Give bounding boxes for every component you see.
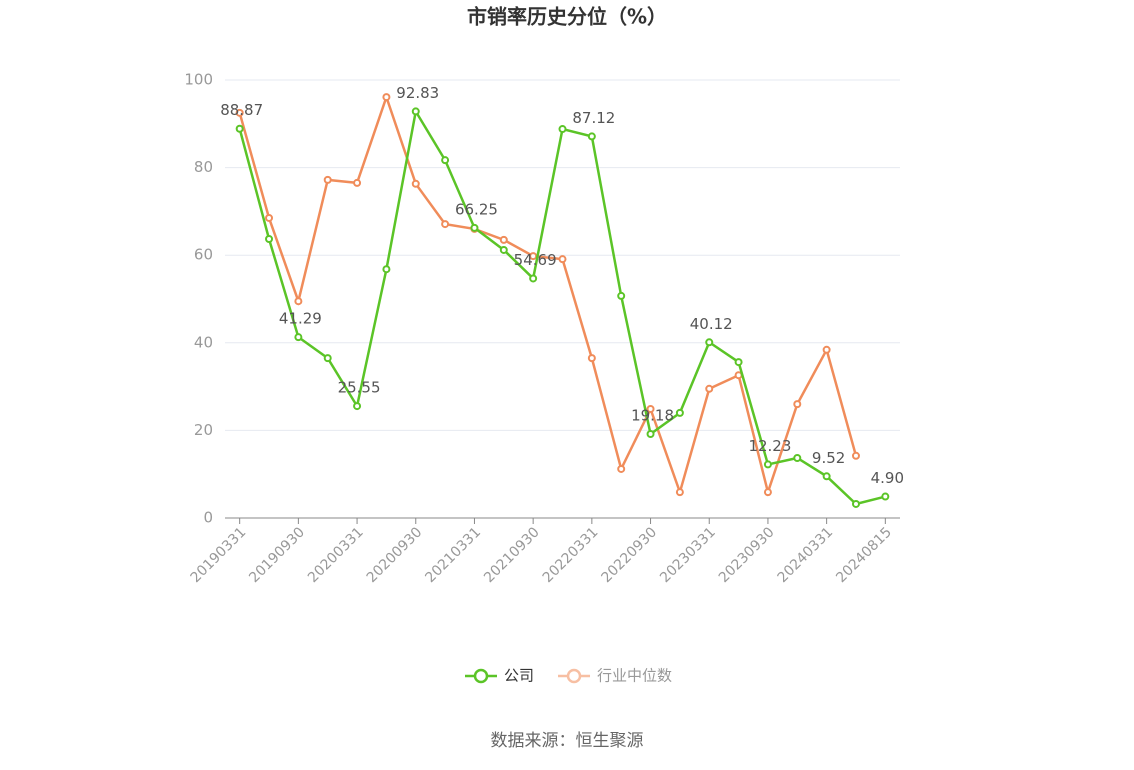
point	[705, 384, 714, 393]
point	[411, 179, 420, 188]
point	[470, 223, 479, 232]
legend-label: 行业中位数	[597, 667, 672, 685]
point	[793, 400, 802, 409]
legend-marker	[566, 668, 582, 684]
y-tick-label: 60	[194, 246, 213, 264]
point	[235, 108, 244, 117]
point	[793, 453, 802, 462]
point	[353, 178, 362, 187]
y-tick-label: 80	[194, 158, 213, 176]
data-label: 9.52	[812, 449, 845, 467]
point	[851, 499, 860, 508]
line	[238, 93, 858, 497]
point	[675, 488, 684, 497]
point	[441, 156, 450, 165]
legend-label: 公司	[504, 667, 534, 685]
point	[646, 429, 655, 438]
point	[499, 235, 508, 244]
x-tick-label: 20220930	[598, 524, 660, 586]
data-label: 87.12	[572, 109, 615, 127]
y-tick-label: 40	[194, 333, 213, 351]
legend-marker	[473, 668, 489, 684]
point	[851, 451, 860, 460]
data-label: 40.12	[690, 315, 733, 333]
point	[705, 338, 714, 347]
x-tick-label: 20210331	[422, 524, 484, 586]
point	[441, 220, 450, 229]
point	[382, 265, 391, 274]
chart-title: 市销率历史分位（%）	[467, 5, 667, 29]
point	[529, 252, 538, 261]
data-label: 92.83	[396, 84, 439, 102]
y-tick-label: 100	[184, 71, 213, 89]
data-label: 12.23	[748, 437, 791, 455]
point	[235, 124, 244, 133]
point	[323, 175, 332, 184]
x-tick-label: 20240815	[833, 524, 895, 586]
x-tick-label: 20190930	[246, 524, 308, 586]
point	[558, 255, 567, 264]
point	[558, 125, 567, 134]
x-tick-label: 20190331	[188, 524, 250, 586]
point	[294, 297, 303, 306]
data-label: 4.90	[871, 469, 904, 487]
point	[646, 404, 655, 413]
point	[763, 488, 772, 497]
x-tick-label: 20220331	[540, 524, 602, 586]
data-label: 19.18	[631, 406, 674, 424]
x-tick-label: 20200331	[305, 524, 367, 586]
point	[323, 354, 332, 363]
data-label: 54.69	[514, 251, 557, 269]
data-label: 41.29	[279, 310, 322, 328]
x-tick-label: 20240331	[775, 524, 837, 586]
point	[411, 107, 420, 116]
data-label: 66.25	[455, 200, 498, 218]
data-label: 88.87	[220, 101, 263, 119]
point	[353, 402, 362, 411]
point	[529, 274, 538, 283]
point	[587, 354, 596, 363]
point	[294, 333, 303, 342]
point	[734, 358, 743, 367]
source: 数据来源：恒生聚源	[491, 731, 644, 751]
point	[822, 345, 831, 354]
point	[822, 472, 831, 481]
x-tick-label: 20210930	[481, 524, 543, 586]
point	[617, 291, 626, 300]
x-tick-label: 20230331	[657, 524, 719, 586]
point	[675, 408, 684, 417]
x-tick-label: 20230930	[716, 524, 778, 586]
point	[587, 132, 596, 141]
point	[617, 464, 626, 473]
y-tick-label: 20	[194, 421, 213, 439]
y-tick-label: 0	[203, 509, 213, 527]
point	[763, 460, 772, 469]
point	[499, 245, 508, 254]
x-tick-label: 20200930	[364, 524, 426, 586]
point	[265, 234, 274, 243]
point	[382, 93, 391, 102]
data-label: 25.55	[338, 379, 381, 397]
point	[265, 213, 274, 222]
point	[881, 492, 890, 501]
